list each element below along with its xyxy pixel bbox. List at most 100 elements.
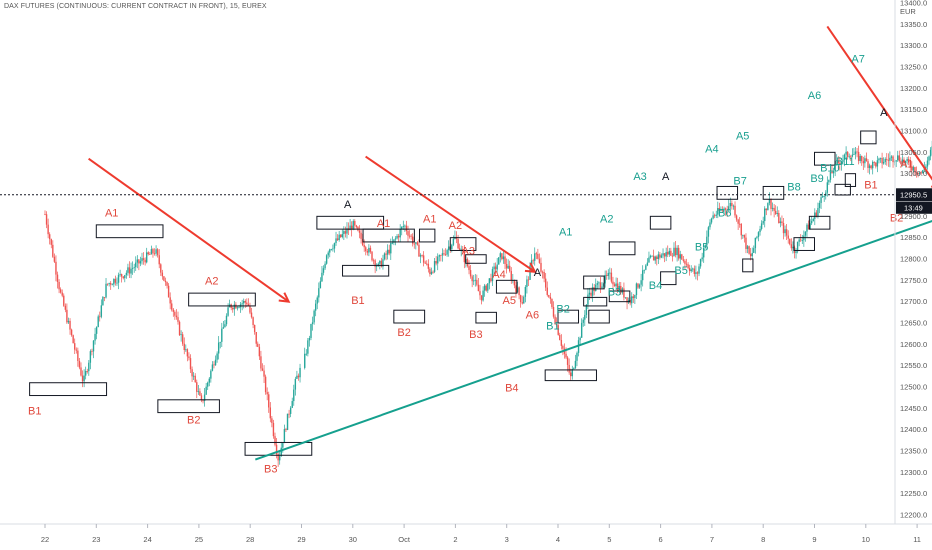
zone-box[interactable] xyxy=(157,399,220,414)
candle xyxy=(562,344,564,356)
candle xyxy=(882,157,885,165)
zones-layer xyxy=(29,130,932,456)
candle xyxy=(213,361,215,369)
zone-box[interactable] xyxy=(588,309,610,324)
zone-box[interactable] xyxy=(544,369,597,382)
candle xyxy=(304,347,306,370)
candle xyxy=(901,155,904,167)
candle xyxy=(713,213,716,219)
candle xyxy=(570,368,572,381)
zone-box[interactable] xyxy=(608,290,631,303)
candle xyxy=(829,170,832,183)
zone-box[interactable] xyxy=(762,185,785,200)
candle xyxy=(94,327,96,345)
zone-box[interactable] xyxy=(808,215,831,230)
candle xyxy=(217,336,220,360)
candle xyxy=(559,332,561,341)
candle xyxy=(111,283,113,286)
candle xyxy=(870,164,872,170)
wave-label: A7 xyxy=(851,54,864,66)
candle xyxy=(881,152,883,169)
zone-box[interactable] xyxy=(495,279,518,294)
candle xyxy=(696,271,699,281)
candle xyxy=(692,267,694,272)
candle xyxy=(857,145,860,165)
candle xyxy=(207,381,209,390)
candle xyxy=(366,248,369,256)
zone-box[interactable] xyxy=(742,258,754,273)
zone-box[interactable] xyxy=(793,237,815,251)
price-axis[interactable]: 12200.0 12250.0 12300.0 12350.0 12400.0 12450… xyxy=(894,0,927,524)
zone-box[interactable] xyxy=(716,185,739,200)
candle xyxy=(457,234,459,250)
zone-box[interactable] xyxy=(557,309,580,324)
zone-box[interactable] xyxy=(834,183,851,196)
candle xyxy=(552,301,555,319)
candle xyxy=(308,335,311,347)
candle xyxy=(463,244,466,269)
zone-box[interactable] xyxy=(418,228,436,243)
candle xyxy=(55,255,57,282)
candle xyxy=(58,279,60,294)
candle xyxy=(402,220,405,230)
candle xyxy=(142,252,145,265)
candle xyxy=(183,337,185,355)
wave-label: A1 xyxy=(559,227,572,239)
zone-box[interactable] xyxy=(362,228,415,243)
down-arrow[interactable] xyxy=(365,155,537,273)
candle xyxy=(141,252,143,265)
zone-box[interactable] xyxy=(608,241,636,256)
zone-box[interactable] xyxy=(475,311,497,324)
down-arrow[interactable] xyxy=(88,157,291,303)
zone-box[interactable] xyxy=(465,254,487,264)
candle xyxy=(253,324,256,335)
zone-box[interactable] xyxy=(29,382,108,397)
zone-box[interactable] xyxy=(844,173,857,187)
zone-box[interactable] xyxy=(814,151,836,166)
candle xyxy=(584,310,586,326)
time-axis[interactable]: 22232425282930Oct234567891011121314 xyxy=(0,523,932,544)
candle xyxy=(591,283,594,302)
y-tick-label: 12400.0 xyxy=(900,425,927,434)
candle xyxy=(889,151,891,168)
zone-box[interactable] xyxy=(393,309,426,324)
candle xyxy=(524,285,527,303)
candle xyxy=(490,273,492,283)
currency-label: EUR xyxy=(900,7,916,16)
candle xyxy=(92,340,95,359)
candle xyxy=(78,357,81,370)
candle xyxy=(382,254,384,270)
y-tick-label: 12500.0 xyxy=(900,383,927,392)
zone-box[interactable] xyxy=(342,264,390,277)
candle xyxy=(926,156,929,170)
candle xyxy=(851,148,854,158)
candle xyxy=(426,260,428,266)
candle xyxy=(873,161,875,166)
candle xyxy=(432,270,434,274)
wave-label: A xyxy=(880,107,888,119)
candle xyxy=(803,230,805,247)
zone-box[interactable] xyxy=(660,271,677,286)
wave-label: A2 xyxy=(205,276,218,288)
zone-box[interactable] xyxy=(188,292,256,307)
candle xyxy=(56,271,59,289)
candle xyxy=(831,165,833,174)
candle xyxy=(411,233,414,247)
candle xyxy=(169,292,171,310)
candle xyxy=(163,276,165,282)
candle xyxy=(319,277,322,289)
candle xyxy=(724,207,727,216)
zone-box[interactable] xyxy=(95,224,164,239)
zone-box[interactable] xyxy=(316,215,385,230)
candle xyxy=(191,366,193,383)
zone-box[interactable] xyxy=(649,215,672,230)
down-arrow[interactable] xyxy=(826,25,932,190)
zone-box[interactable] xyxy=(860,130,877,145)
trend-arrow[interactable] xyxy=(254,215,932,461)
zone-box[interactable] xyxy=(449,237,477,251)
candle xyxy=(473,274,475,286)
zone-box[interactable] xyxy=(583,296,608,307)
zone-box[interactable] xyxy=(244,441,313,456)
zone-box[interactable] xyxy=(583,275,605,290)
